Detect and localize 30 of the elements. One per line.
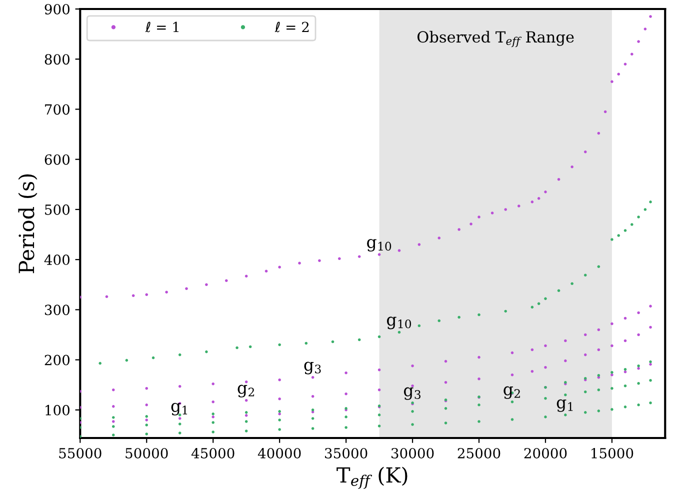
legend-label: ℓ = 1 xyxy=(145,22,178,32)
y-tick-label: 600 xyxy=(44,154,70,165)
y-axis-title: Period (s) xyxy=(18,174,38,274)
annotation: g$_{3}$ xyxy=(404,387,420,400)
y-tick-label: 100 xyxy=(46,404,70,416)
annotation: g$_{1}$ xyxy=(171,402,188,416)
x-tick-label: 35000 xyxy=(325,448,368,458)
x-tick-label: 20000 xyxy=(524,448,567,458)
y-tick-label: 300 xyxy=(44,304,70,316)
x-tick-label: 30000 xyxy=(391,448,434,458)
x-tick-label: 55000 xyxy=(59,448,102,458)
y-tick-label: 800 xyxy=(44,54,70,65)
x-axis-title: T$_{eff}$ (K) xyxy=(336,466,408,489)
x-tick-label: 50000 xyxy=(126,448,168,458)
x-tick-label: 40000 xyxy=(258,448,301,458)
x-tick-label: 45000 xyxy=(191,448,234,458)
annotation: g$_{2}$ xyxy=(238,384,254,398)
band-label: Observed T$_{eff}$ Range xyxy=(417,30,574,48)
legend-label: ℓ = 2 xyxy=(274,22,309,32)
y-tick-label: 700 xyxy=(45,104,70,115)
x-tick-label: 15000 xyxy=(592,448,634,458)
y-tick-label: 200 xyxy=(44,354,70,366)
annotation: g$_{1}$ xyxy=(556,399,573,412)
y-tick-label: 500 xyxy=(45,204,70,215)
y-tick-label: 400 xyxy=(44,254,70,266)
x-tick-label: 25000 xyxy=(458,448,500,458)
annotation: g$_{3}$ xyxy=(304,362,321,374)
y-tick-label: 900 xyxy=(44,4,70,14)
annotation: g$_{10}$ xyxy=(367,238,392,252)
annotation: g$_{10}$ xyxy=(386,316,412,330)
